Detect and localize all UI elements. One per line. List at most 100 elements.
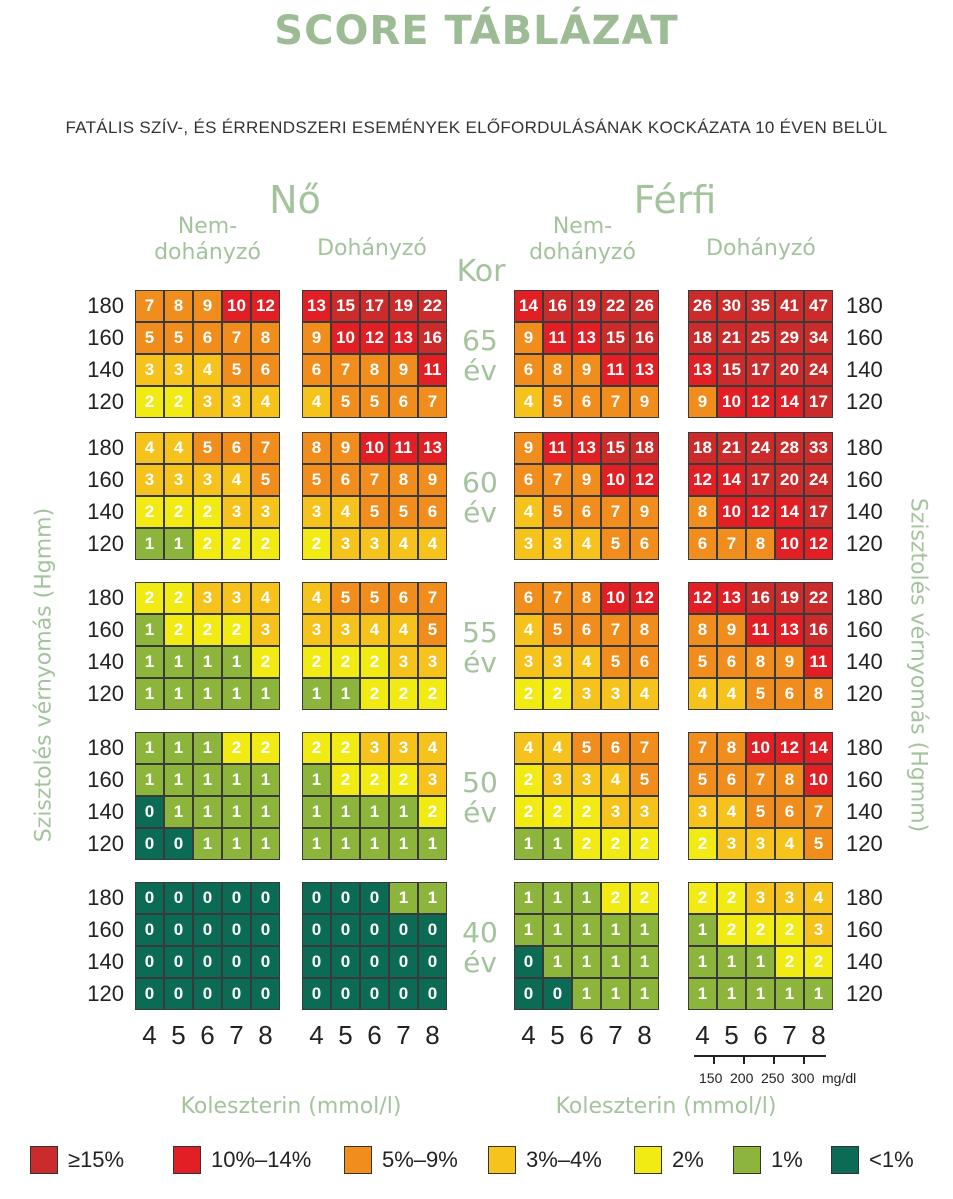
- risk-cell: 1: [193, 828, 222, 860]
- risk-cell: 0: [251, 914, 280, 946]
- risk-cell: 12: [630, 464, 659, 496]
- risk-cell: 6: [302, 354, 331, 386]
- risk-cell: 8: [717, 732, 746, 764]
- risk-cell: 5: [360, 386, 389, 418]
- risk-cell: 1: [360, 828, 389, 860]
- risk-cell: 3: [389, 732, 418, 764]
- risk-cell: 2: [630, 828, 659, 860]
- risk-cell: 14: [514, 290, 543, 322]
- header-female-nonsmoker: Nem- dohányzó: [135, 214, 280, 266]
- risk-cell: 1: [135, 528, 164, 560]
- risk-cell: 3: [746, 882, 775, 914]
- bp-tick-label: 180: [87, 435, 124, 460]
- header-male: Férfi: [633, 178, 717, 222]
- risk-cell: 4: [804, 882, 833, 914]
- risk-cell: 5: [746, 796, 775, 828]
- risk-cell: 9: [514, 322, 543, 354]
- legend-swatch: [634, 1146, 662, 1174]
- risk-cell: 6: [514, 464, 543, 496]
- risk-cell: 0: [331, 978, 360, 1010]
- bp-tick-label: 140: [87, 357, 124, 382]
- risk-cell: 14: [775, 496, 804, 528]
- risk-cell: 5: [164, 322, 193, 354]
- bp-tick-label: 180: [846, 585, 883, 610]
- risk-cell: 0: [164, 882, 193, 914]
- risk-cell: 1: [418, 882, 447, 914]
- risk-cell: 22: [804, 582, 833, 614]
- legend-item: ≥15%: [30, 1146, 124, 1174]
- risk-cell: 2: [360, 646, 389, 678]
- legend-swatch: [173, 1146, 201, 1174]
- risk-cell: 47: [804, 290, 833, 322]
- risk-cell: 17: [804, 386, 833, 418]
- risk-cell: 1: [389, 882, 418, 914]
- risk-cell: 3: [251, 614, 280, 646]
- risk-cell: 4: [389, 614, 418, 646]
- risk-cell: 2: [135, 496, 164, 528]
- bp-tick-label: 120: [846, 389, 883, 414]
- risk-cell: 1: [251, 828, 280, 860]
- risk-cell: 2: [688, 882, 717, 914]
- age-unit: év: [463, 354, 497, 387]
- risk-cell: 0: [389, 978, 418, 1010]
- risk-cell: 1: [302, 678, 331, 710]
- header-male-nonsmoker: Nem- dohányzó: [510, 214, 655, 266]
- mgdl-scale: [694, 1055, 826, 1064]
- risk-cell: 11: [389, 432, 418, 464]
- risk-cell: 6: [601, 732, 630, 764]
- risk-cell: 12: [746, 496, 775, 528]
- risk-cell: 1: [331, 828, 360, 860]
- risk-cell: 1: [630, 946, 659, 978]
- risk-cell: 25: [746, 322, 775, 354]
- bp-tick-label: 160: [87, 767, 124, 792]
- risk-cell: 1: [222, 764, 251, 796]
- risk-cell: 1: [164, 678, 193, 710]
- risk-cell: 8: [630, 614, 659, 646]
- risk-cell: 2: [389, 678, 418, 710]
- risk-cell: 2: [222, 732, 251, 764]
- risk-cell: 4: [543, 732, 572, 764]
- risk-cell: 1: [543, 828, 572, 860]
- bp-tick-label: 140: [87, 949, 124, 974]
- risk-cell: 4: [135, 432, 164, 464]
- risk-cell: 3: [418, 646, 447, 678]
- risk-cell: 0: [164, 828, 193, 860]
- bp-tick-label: 140: [846, 799, 883, 824]
- risk-cell: 26: [630, 290, 659, 322]
- risk-cell: 1: [389, 828, 418, 860]
- risk-cell: 0: [135, 882, 164, 914]
- risk-cell: 22: [418, 290, 447, 322]
- mgdl-unit: mg/dl: [822, 1070, 857, 1086]
- legend: ≥15% 10%–14% 5%–9% 3%–4% 2% 1% <1%: [30, 1146, 930, 1182]
- risk-cell: 1: [514, 882, 543, 914]
- risk-cell: 6: [331, 464, 360, 496]
- risk-cell: 1: [601, 914, 630, 946]
- risk-cell: 6: [251, 354, 280, 386]
- nonsmoker-line1: Nem-: [177, 214, 238, 239]
- risk-cell: 13: [775, 614, 804, 646]
- risk-cell: 5: [360, 582, 389, 614]
- cholesterol-tick-label: 5: [171, 1020, 186, 1050]
- legend-label: ≥15%: [68, 1147, 125, 1172]
- risk-cell: 16: [804, 614, 833, 646]
- risk-cell: 1: [688, 978, 717, 1010]
- risk-cell: 3: [331, 528, 360, 560]
- risk-cell: 12: [688, 582, 717, 614]
- cholesterol-tick-label: 5: [338, 1020, 353, 1050]
- risk-cell: 1: [543, 882, 572, 914]
- risk-cell: 2: [775, 946, 804, 978]
- risk-cell: 4: [514, 614, 543, 646]
- risk-cell: 15: [717, 354, 746, 386]
- risk-cell: 11: [601, 354, 630, 386]
- bp-tick-label: 120: [846, 981, 883, 1006]
- risk-cell: 0: [193, 882, 222, 914]
- risk-cell: 1: [193, 732, 222, 764]
- risk-cell: 1: [251, 796, 280, 828]
- risk-cell: 11: [746, 614, 775, 646]
- risk-cell: 5: [543, 614, 572, 646]
- risk-cell: 5: [418, 614, 447, 646]
- nonsmoker-line2: dohányzó: [529, 240, 636, 265]
- risk-cell: 0: [331, 946, 360, 978]
- age-value: 40: [462, 916, 498, 949]
- cholesterol-tick-label: 6: [200, 1020, 215, 1050]
